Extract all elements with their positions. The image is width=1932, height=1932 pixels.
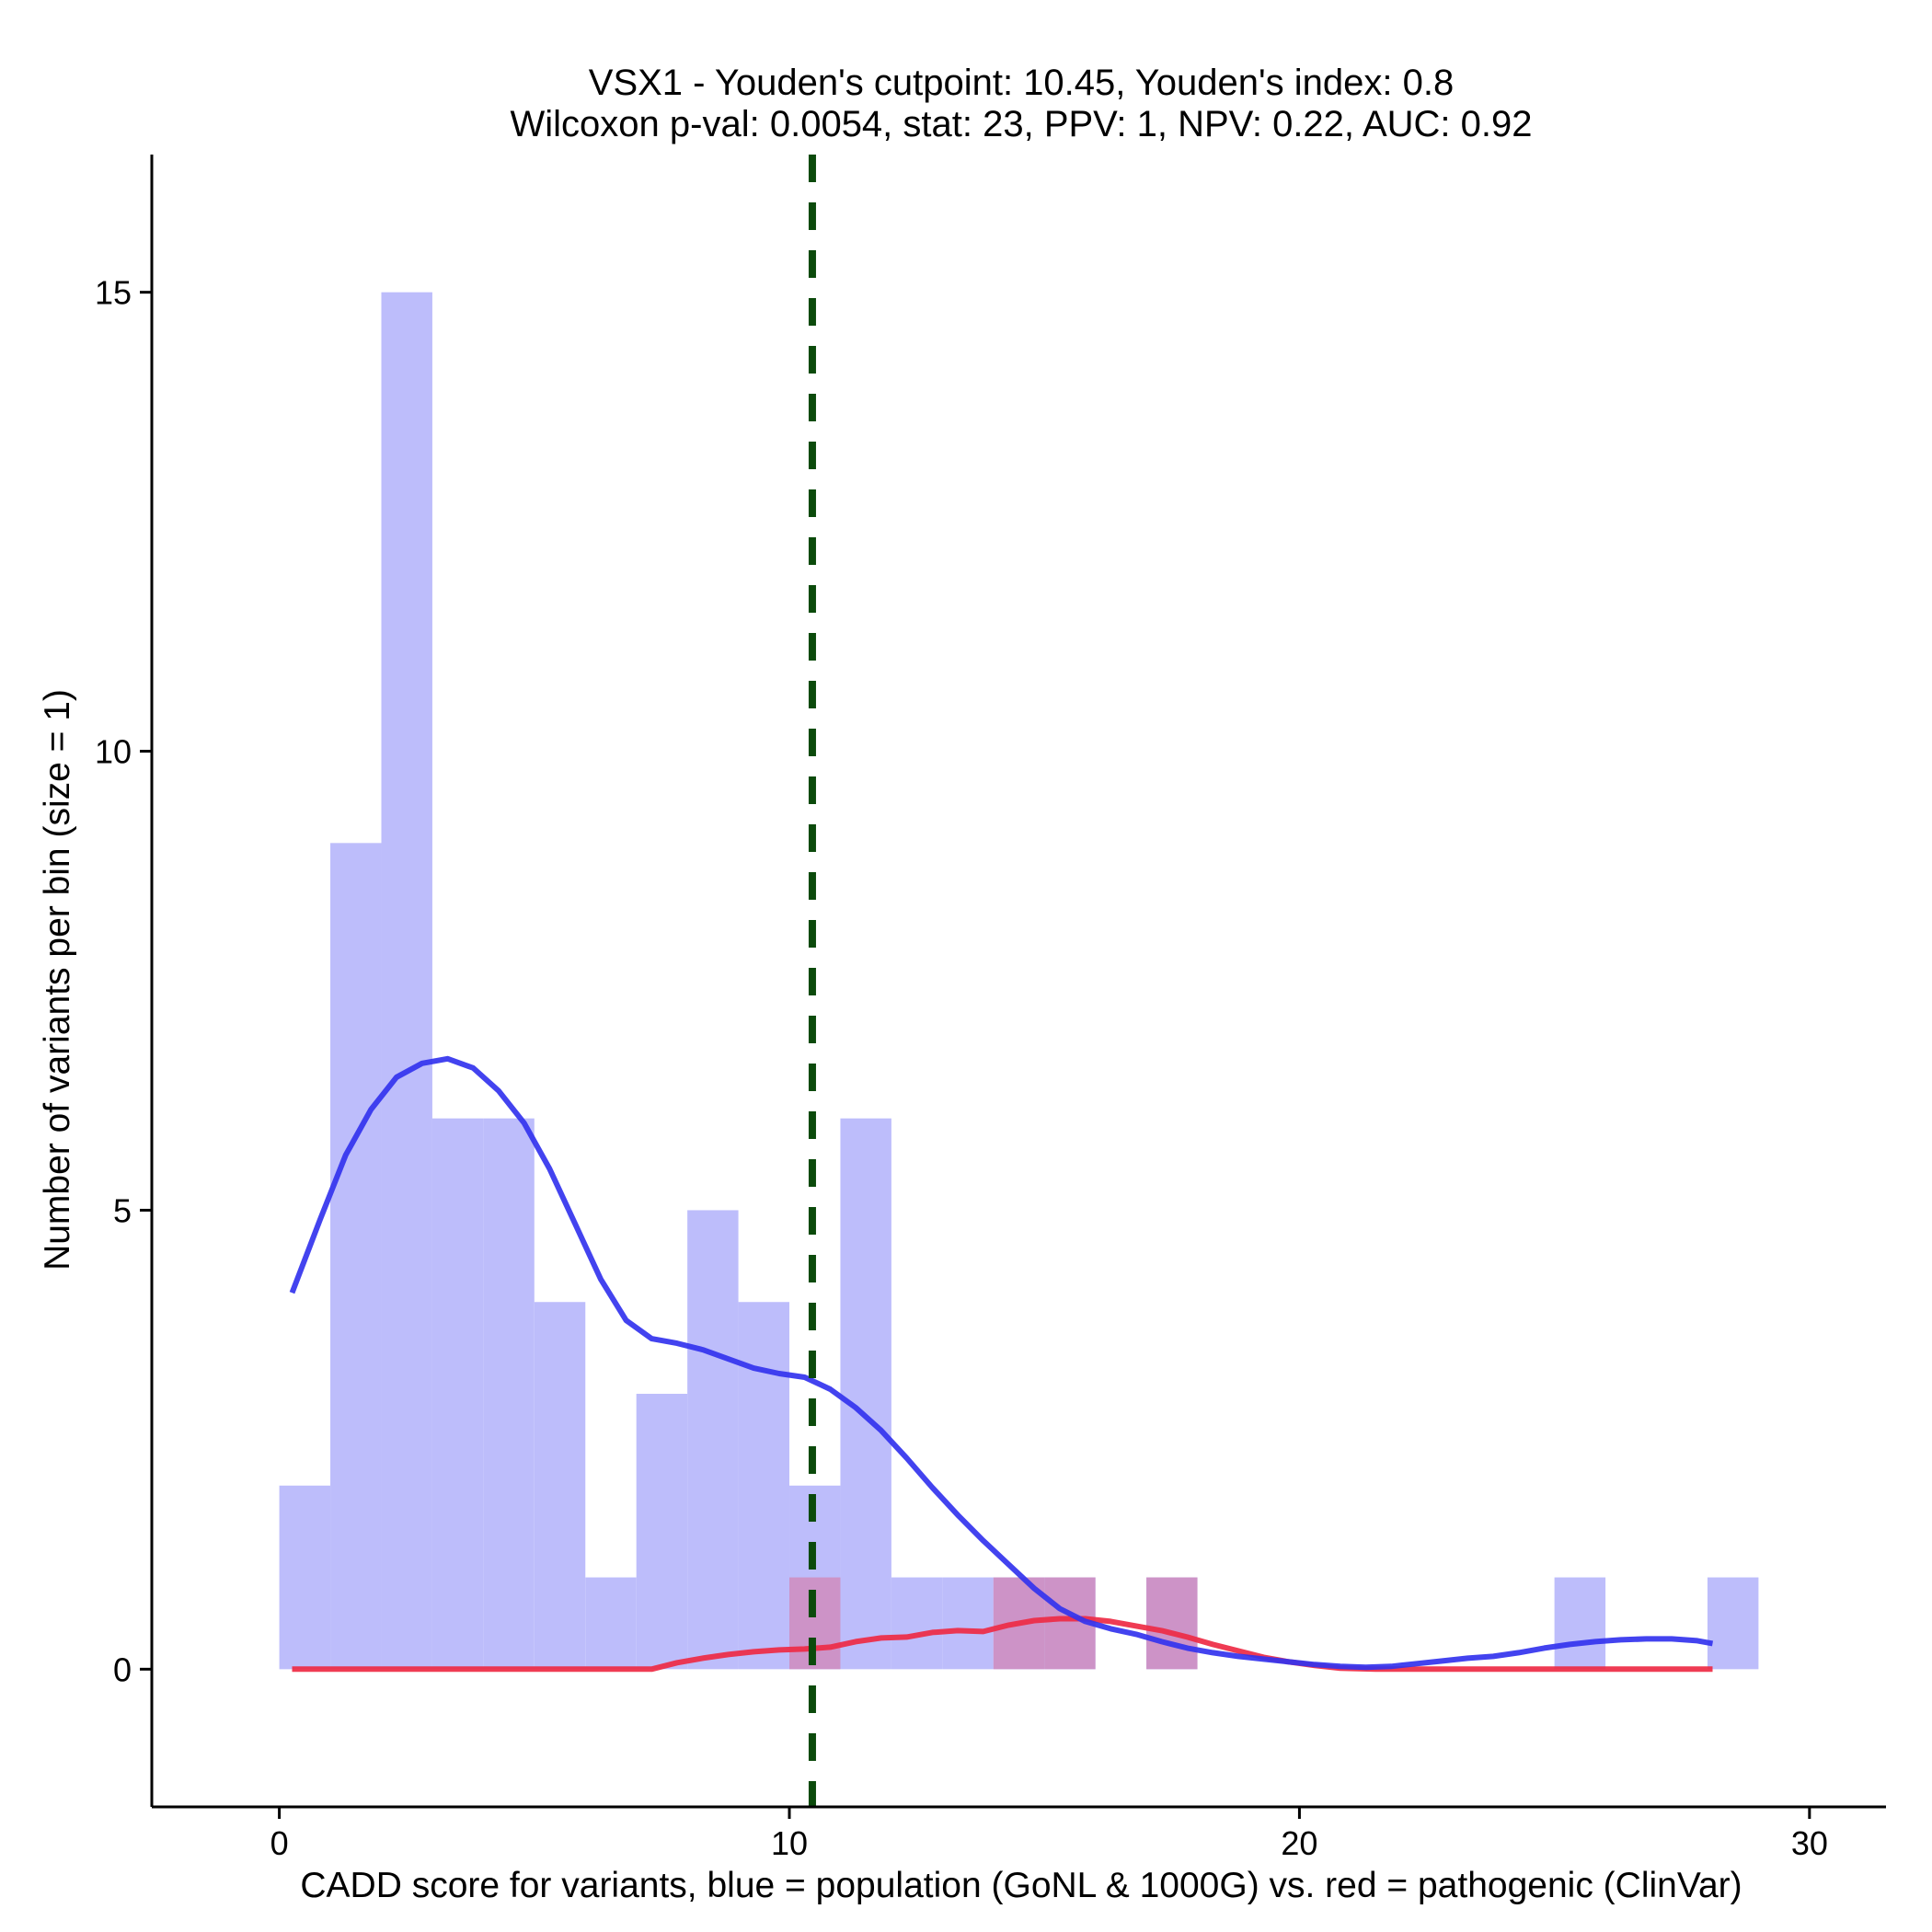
- y-tick-label-0: 0: [113, 1650, 132, 1688]
- population-bars: [279, 292, 1759, 1670]
- x-axis-ticks: 0 10 20 30: [270, 1807, 1828, 1862]
- chart-title-line2: Wilcoxon p-val: 0.0054, stat: 23, PPV: 1…: [511, 104, 1533, 144]
- population-bar-5: [534, 1302, 586, 1670]
- population-bar-13: [942, 1577, 994, 1670]
- x-tick-label-20: 20: [1281, 1824, 1317, 1862]
- population-bar-6: [585, 1577, 637, 1670]
- y-tick-label-15: 15: [95, 274, 132, 312]
- y-axis-ticks: 0 5 10 15: [95, 274, 152, 1688]
- population-bar-25: [1554, 1577, 1606, 1670]
- x-tick-label-30: 30: [1791, 1824, 1828, 1862]
- chart-title-line1: VSX1 - Youden's cutpoint: 10.45, Youden'…: [589, 63, 1454, 103]
- y-tick-label-5: 5: [113, 1191, 132, 1229]
- population-bar-1: [330, 843, 382, 1670]
- population-bar-2: [381, 292, 432, 1670]
- population-bar-3: [431, 1118, 484, 1670]
- x-tick-label-10: 10: [771, 1824, 808, 1862]
- x-tick-label-0: 0: [270, 1824, 289, 1862]
- y-axis-label: Number of variants per bin (size = 1): [38, 689, 77, 1271]
- pathogenic-bar-17: [1146, 1577, 1198, 1670]
- population-density-line: [289, 1055, 1714, 1671]
- population-bar-8: [687, 1210, 739, 1670]
- population-bar-9: [738, 1302, 790, 1670]
- population-bar-11: [840, 1118, 891, 1670]
- population-bar-7: [636, 1394, 688, 1670]
- y-tick-label-10: 10: [95, 733, 132, 771]
- x-axis-label: CADD score for variants, blue = populati…: [300, 1866, 1742, 1905]
- population-bar-0: [279, 1485, 331, 1670]
- population-bar-4: [483, 1118, 535, 1670]
- population-bar-12: [891, 1577, 943, 1670]
- density-lines: [289, 1055, 1714, 1673]
- population-bar-28: [1707, 1577, 1759, 1670]
